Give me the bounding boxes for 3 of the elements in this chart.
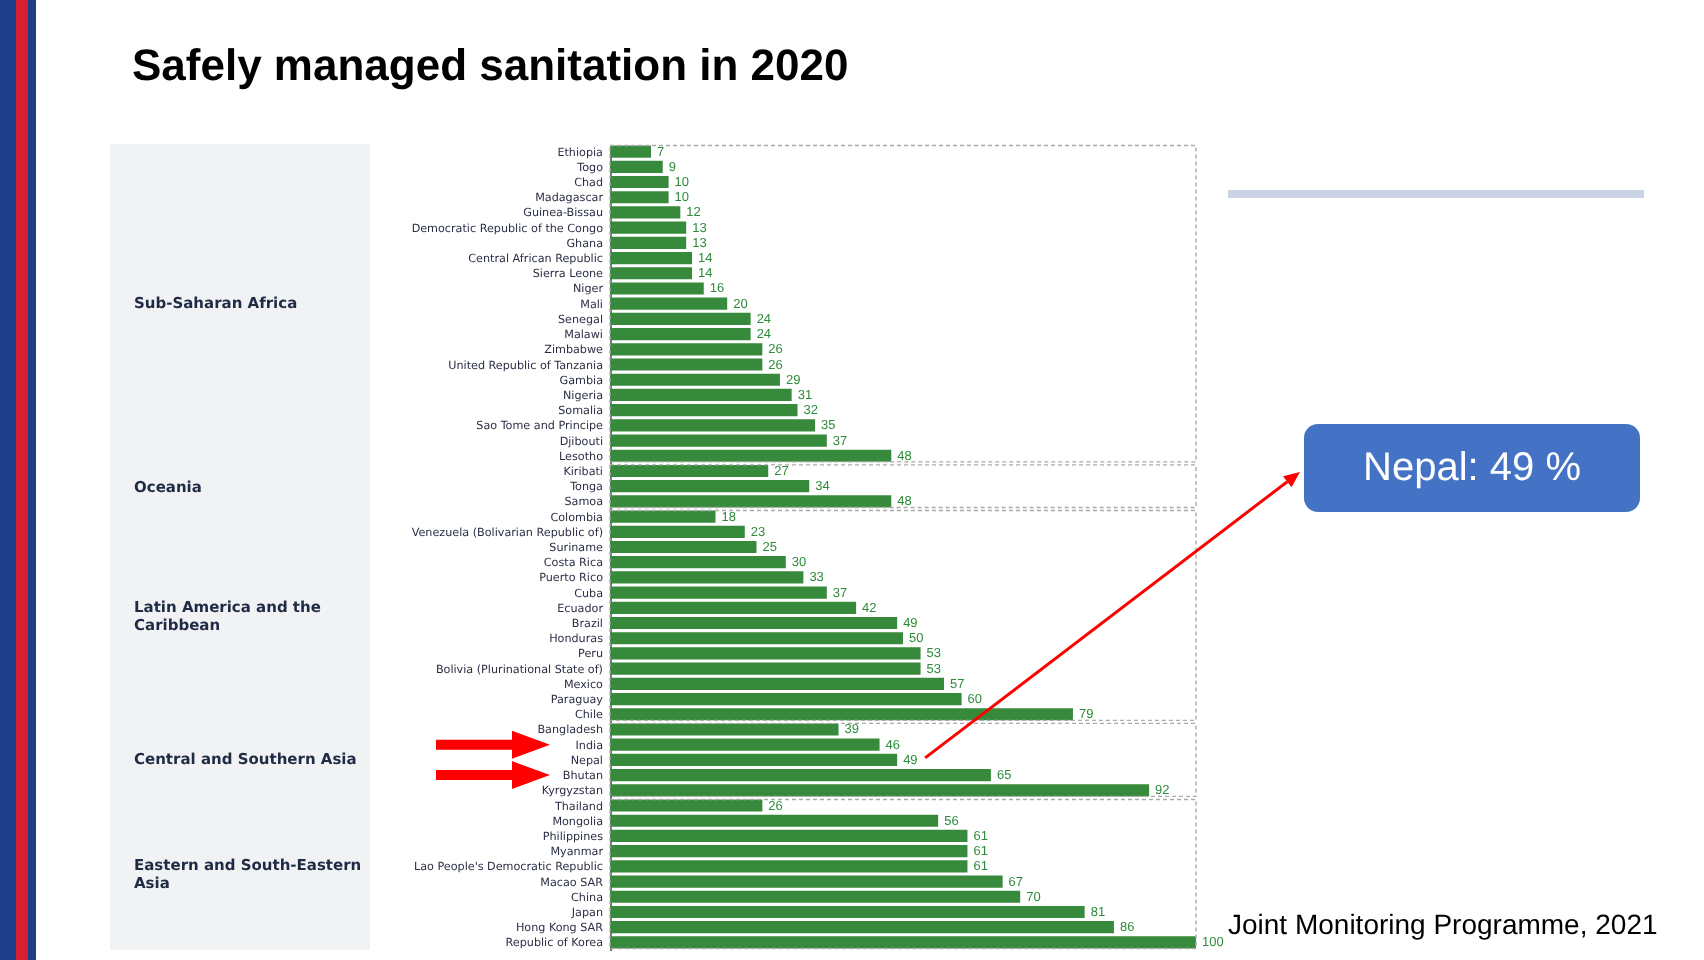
text: Nepal: 49 % bbox=[1304, 424, 1640, 512]
text: Joint Monitoring Programme, 2021 bbox=[1228, 908, 1658, 940]
chart-title: Safely managed sanitation in 2020 bbox=[132, 40, 849, 92]
